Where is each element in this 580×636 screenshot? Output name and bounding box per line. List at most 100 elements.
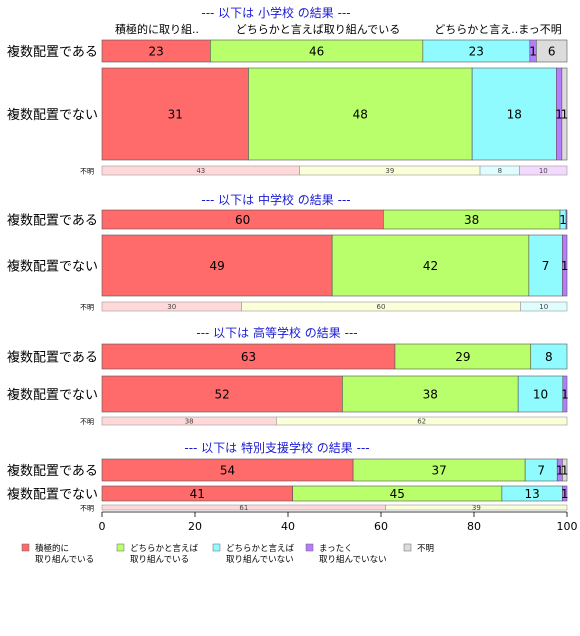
data-label: 23 bbox=[469, 45, 484, 59]
bar-segment bbox=[562, 458, 568, 482]
x-tick-label: 20 bbox=[188, 520, 202, 533]
data-label: 7 bbox=[542, 259, 550, 273]
data-label: 1 bbox=[561, 487, 569, 501]
unknown-row-label: 不明 bbox=[80, 168, 94, 176]
unknown-bar-segment bbox=[520, 301, 568, 312]
bar-segment bbox=[101, 67, 249, 161]
bar-segment bbox=[562, 234, 568, 297]
unknown-bar-segment bbox=[385, 504, 568, 511]
legend-swatch bbox=[21, 543, 30, 552]
data-label: 13 bbox=[524, 487, 539, 501]
unknown-data-label: 10 bbox=[539, 167, 548, 175]
data-label: 42 bbox=[423, 259, 438, 273]
column-header: どちらかと言えば取り組んでいる bbox=[236, 23, 400, 36]
bar-segment bbox=[561, 67, 568, 161]
panel-title: --- 以下は 小学校 の結果 --- bbox=[201, 5, 350, 20]
data-label: 1 bbox=[559, 213, 567, 227]
data-label: 1 bbox=[561, 464, 569, 478]
data-label: 31 bbox=[168, 108, 183, 122]
legend-label: 取り組んでいない bbox=[319, 554, 387, 565]
legend-label: 不明 bbox=[417, 544, 434, 554]
bar-segment bbox=[562, 375, 568, 413]
row-label: 複数配置でない bbox=[7, 259, 98, 275]
unknown-bar-segment bbox=[519, 165, 568, 176]
data-label: 63 bbox=[241, 350, 256, 364]
legend-label: 取り組んでいる bbox=[130, 554, 189, 565]
row-label: 複数配置でない bbox=[7, 487, 98, 503]
legend-swatch bbox=[403, 543, 412, 552]
panel-title: --- 以下は 特別支援学校 の結果 --- bbox=[184, 440, 369, 455]
bar-segment bbox=[471, 67, 557, 161]
bar-segment bbox=[528, 234, 563, 297]
column-header: 積極的に取り組.. bbox=[115, 22, 199, 36]
legend-swatch bbox=[116, 543, 125, 552]
bar-segment bbox=[248, 67, 473, 161]
x-tick-label: 60 bbox=[374, 520, 388, 533]
legend-label: 取り組んでいない bbox=[226, 554, 294, 565]
x-tick-label: 100 bbox=[557, 520, 578, 533]
data-label: 1 bbox=[561, 259, 569, 273]
data-label: 48 bbox=[353, 108, 368, 122]
legend-label: 積極的に bbox=[35, 543, 69, 554]
unknown-data-label: 62 bbox=[417, 418, 426, 426]
row-label: 複数配置である bbox=[7, 44, 98, 60]
unknown-bar-segment bbox=[276, 416, 568, 426]
data-label: 1 bbox=[561, 108, 569, 122]
unknown-data-label: 38 bbox=[185, 418, 194, 426]
unknown-data-label: 61 bbox=[239, 504, 248, 512]
legend-label: 取り組んでいる bbox=[35, 554, 94, 565]
bar-segment bbox=[394, 343, 532, 370]
row-label: 複数配置である bbox=[7, 463, 98, 479]
unknown-data-label: 39 bbox=[472, 504, 481, 512]
legend-label: まったく bbox=[319, 544, 353, 554]
unknown-data-label: 8 bbox=[498, 167, 502, 175]
unknown-data-label: 60 bbox=[377, 303, 386, 311]
x-tick-label: 0 bbox=[99, 520, 106, 533]
bar-segment bbox=[342, 375, 519, 413]
unknown-data-label: 30 bbox=[167, 303, 176, 311]
data-label: 8 bbox=[545, 350, 553, 364]
row-label: 複数配置でない bbox=[7, 387, 98, 403]
data-label: 60 bbox=[235, 213, 250, 227]
data-label: 1 bbox=[529, 45, 537, 59]
bar-segment bbox=[101, 375, 343, 413]
data-label: 49 bbox=[209, 259, 224, 273]
data-label: 1 bbox=[561, 388, 569, 402]
data-label: 52 bbox=[215, 388, 230, 402]
unknown-data-label: 10 bbox=[539, 303, 548, 311]
x-tick-label: 80 bbox=[467, 520, 481, 533]
data-label: 38 bbox=[423, 388, 438, 402]
data-label: 6 bbox=[548, 45, 556, 59]
column-header: どちらかと言え..まっ不明 bbox=[434, 23, 562, 36]
panel-title: --- 以下は 高等学校 の結果 --- bbox=[196, 325, 357, 340]
data-label: 41 bbox=[190, 487, 205, 501]
bar-segment bbox=[101, 343, 396, 370]
unknown-row-label: 不明 bbox=[80, 304, 94, 312]
unknown-row-label: 不明 bbox=[80, 505, 94, 513]
unknown-data-label: 43 bbox=[196, 167, 205, 175]
data-label: 54 bbox=[220, 464, 235, 478]
bar-segment bbox=[331, 234, 530, 297]
legend-label: どちらかと言えば bbox=[130, 543, 199, 554]
bar-segment bbox=[101, 234, 333, 297]
data-label: 37 bbox=[431, 464, 446, 478]
data-label: 23 bbox=[149, 45, 164, 59]
data-label: 1 bbox=[555, 108, 563, 122]
data-label: 46 bbox=[309, 45, 324, 59]
data-label: 18 bbox=[507, 108, 522, 122]
legend-swatch bbox=[305, 543, 314, 552]
data-label: 29 bbox=[455, 350, 470, 364]
bar-segment bbox=[562, 485, 568, 502]
data-label: 38 bbox=[464, 213, 479, 227]
legend-swatch bbox=[212, 543, 221, 552]
row-label: 複数配置でない bbox=[7, 107, 98, 123]
row-label: 複数配置である bbox=[7, 350, 98, 366]
bar-segment bbox=[536, 39, 568, 63]
bar-segment bbox=[530, 343, 568, 370]
bar-segment bbox=[517, 375, 564, 413]
bar-segment bbox=[565, 209, 568, 230]
unknown-row-label: 不明 bbox=[80, 418, 94, 426]
data-label: 45 bbox=[390, 487, 405, 501]
legend-label: どちらかと言えば bbox=[226, 543, 295, 554]
